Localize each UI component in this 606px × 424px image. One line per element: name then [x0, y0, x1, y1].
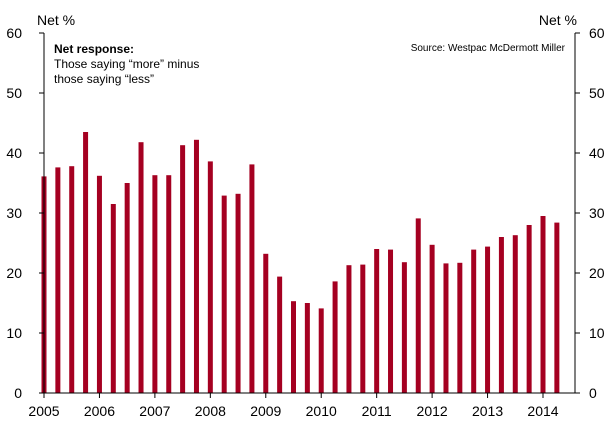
bar — [554, 222, 560, 393]
bar — [471, 249, 477, 393]
y-tick-label-right: 30 — [589, 205, 605, 221]
bar — [193, 139, 199, 393]
y-tick-label-right: 20 — [589, 265, 605, 281]
bar — [318, 308, 324, 393]
annotation-title: Net response: — [54, 42, 134, 56]
bar — [485, 246, 491, 393]
annotation-line-1: Those saying “more” minus — [54, 57, 199, 71]
bar — [83, 132, 89, 393]
right-axis-label: Net % — [539, 12, 577, 28]
bar — [263, 253, 269, 393]
x-tick-label: 2006 — [84, 403, 115, 419]
left-axis-label: Net % — [37, 12, 75, 28]
y-tick-label-right: 10 — [589, 325, 605, 341]
source-note: Source: Westpac McDermott Miller — [411, 43, 566, 54]
bar — [221, 195, 227, 393]
x-tick-label: 2014 — [527, 403, 558, 419]
plot-area — [41, 33, 576, 394]
x-tick-label: 2008 — [195, 403, 226, 419]
bar — [457, 262, 463, 393]
bar — [540, 216, 546, 393]
bar — [498, 237, 504, 393]
bar — [346, 265, 352, 393]
y-tick-label-left: 10 — [6, 325, 22, 341]
y-tick-label-right: 0 — [589, 385, 597, 401]
y-tick-label-right: 60 — [589, 25, 605, 41]
y-tick-label-right: 50 — [589, 85, 605, 101]
bar — [526, 225, 532, 393]
bar — [235, 193, 241, 393]
bar — [166, 175, 172, 393]
bar — [55, 167, 61, 393]
y-ticks-group: 0 0 10 10 20 20 30 30 40 40 50 50 60 60 — [6, 25, 604, 401]
bar — [96, 175, 102, 393]
bar — [69, 166, 75, 393]
x-ticks-group: 2005 2006 2007 2008 2009 2010 2011 2012 2013 2014 — [28, 393, 559, 419]
bars-group — [41, 132, 560, 393]
y-tick-label-left: 20 — [6, 265, 22, 281]
bar — [512, 235, 518, 393]
y-tick-label-left: 40 — [6, 145, 22, 161]
bar — [429, 244, 435, 393]
bar — [180, 145, 186, 393]
bar — [138, 142, 144, 393]
bar — [291, 301, 296, 393]
bar — [443, 263, 449, 393]
x-tick-label: 2010 — [306, 403, 337, 419]
bar — [332, 281, 338, 393]
x-tick-label: 2013 — [472, 403, 503, 419]
bar — [360, 264, 366, 393]
bar — [401, 262, 407, 393]
x-tick-label: 2012 — [417, 403, 448, 419]
bar — [304, 303, 310, 393]
annotation-line-2: those saying “less” — [54, 72, 154, 86]
x-tick-label: 2009 — [250, 403, 281, 419]
bar — [415, 218, 421, 393]
x-tick-label: 2007 — [139, 403, 170, 419]
bar — [249, 164, 255, 393]
x-tick-label: 2005 — [28, 403, 59, 419]
bar — [152, 175, 158, 393]
bar — [277, 276, 283, 393]
bar — [374, 249, 380, 393]
y-tick-label-left: 30 — [6, 205, 22, 221]
y-tick-label-right: 40 — [589, 145, 605, 161]
bar — [388, 249, 394, 393]
y-tick-label-left: 50 — [6, 85, 22, 101]
y-tick-label-left: 60 — [6, 25, 22, 41]
bar — [124, 183, 130, 393]
bar — [110, 204, 116, 393]
x-tick-label: 2011 — [362, 403, 392, 419]
y-tick-label-left: 0 — [14, 385, 22, 401]
bar — [207, 161, 213, 393]
